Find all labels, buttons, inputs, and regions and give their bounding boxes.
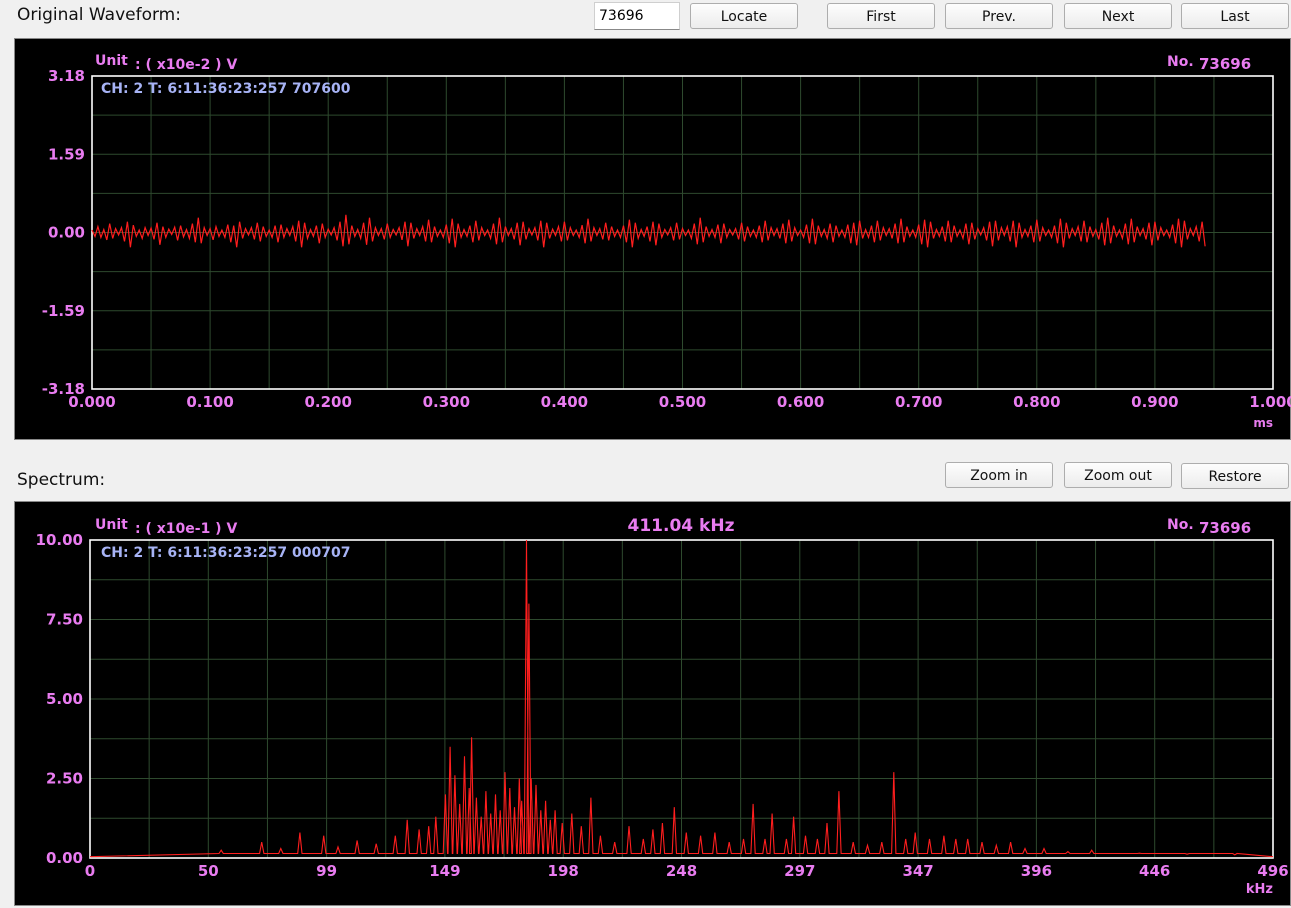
spectrum-section-title: Spectrum: [17,470,106,490]
spectrum-x-unit: kHz [1246,882,1273,897]
spectrum-xtick-label: 198 [548,862,579,880]
spectrum-chart: 10.00 7.50 5.00 2.50 0.00 0 50 99 149 198 248 297 3… [36,516,1289,897]
waveform-xtick-label: 0.700 [895,393,942,411]
spectrum-unit-value: : ( x10e-1 ) V [135,521,237,537]
waveform-xtick-label: 0.300 [423,393,470,411]
waveform-xtick-label: 0.400 [541,393,588,411]
spectrum-ytick-label: 2.50 [46,770,83,788]
zoom-in-button[interactable]: Zoom in [945,462,1053,488]
spectrum-xtick-label: 446 [1139,862,1170,880]
waveform-section-title: Original Waveform: [17,5,181,25]
spectrum-peak-frequency: 411.04 kHz [628,516,735,536]
waveform-x-unit: ms [1253,416,1273,430]
waveform-xtick-label: 0.500 [659,393,706,411]
waveform-ytick-label: -3.18 [42,380,85,398]
next-button[interactable]: Next [1064,3,1172,29]
spectrum-trace [89,539,1274,858]
spectrum-xtick-label: 297 [784,862,815,880]
waveform-info: CH: 2 T: 6:11:36:23:257 707600 [101,81,351,97]
waveform-ytick-label: 1.59 [48,145,85,163]
spectrum-ytick-label: 10.00 [36,531,83,549]
first-button[interactable]: First [827,3,935,29]
spectrum-xtick-label: 99 [316,862,337,880]
waveform-number-value: 73696 [1199,55,1251,73]
locate-button[interactable]: Locate [690,3,798,29]
spectrum-ytick-label: 7.50 [46,611,83,629]
last-button[interactable]: Last [1181,3,1289,29]
spectrum-panel: 10.00 7.50 5.00 2.50 0.00 0 50 99 149 198 248 297 3… [14,501,1291,906]
spectrum-number-label: No. [1167,517,1194,533]
waveform-xtick-label: 0.100 [186,393,233,411]
zoom-out-button[interactable]: Zoom out [1064,462,1172,488]
waveform-frame [91,75,1274,390]
waveform-xtick-label: 1.000 [1249,393,1291,411]
spectrum-xtick-label: 396 [1021,862,1052,880]
waveform-chart: 3.18 1.59 0.00 -1.59 -3.18 0.000 0.100 0.200 0.… [42,53,1291,430]
waveform-panel: 3.18 1.59 0.00 -1.59 -3.18 0.000 0.100 0.200 0.… [14,38,1291,440]
waveform-ytick-label: -1.59 [42,302,85,320]
waveform-ytick-label: 0.00 [48,224,85,242]
spectrum-xtick-label: 496 [1257,862,1288,880]
spectrum-info: CH: 2 T: 6:11:36:23:257 000707 [101,545,350,561]
waveform-unit-label: Unit [95,53,128,69]
spectrum-ytick-label: 5.00 [46,690,83,708]
spectrum-number-value: 73696 [1199,519,1251,537]
waveform-xtick-label: 0.900 [1131,393,1178,411]
waveform-xtick-label: 0.600 [777,393,824,411]
spectrum-xtick-label: 347 [902,862,933,880]
spectrum-xtick-label: 0 [85,862,95,880]
waveform-number-label: No. [1167,54,1194,70]
restore-button[interactable]: Restore [1181,463,1289,489]
locate-input[interactable] [594,2,680,30]
waveform-xtick-label: 0.200 [304,393,351,411]
spectrum-xtick-label: 50 [198,862,219,880]
spectrum-xtick-label: 248 [666,862,697,880]
waveform-trace [91,214,1206,248]
spectrum-xtick-label: 149 [429,862,460,880]
waveform-unit-value: : ( x10e-2 ) V [135,57,237,73]
spectrum-ytick-label: 0.00 [46,849,83,867]
waveform-xtick-label: 0.800 [1013,393,1060,411]
waveform-xtick-label: 0.000 [68,393,115,411]
waveform-ytick-label: 3.18 [48,67,85,85]
spectrum-unit-label: Unit [95,517,128,533]
prev-button[interactable]: Prev. [945,3,1053,29]
spectrum-frame [89,539,1274,859]
